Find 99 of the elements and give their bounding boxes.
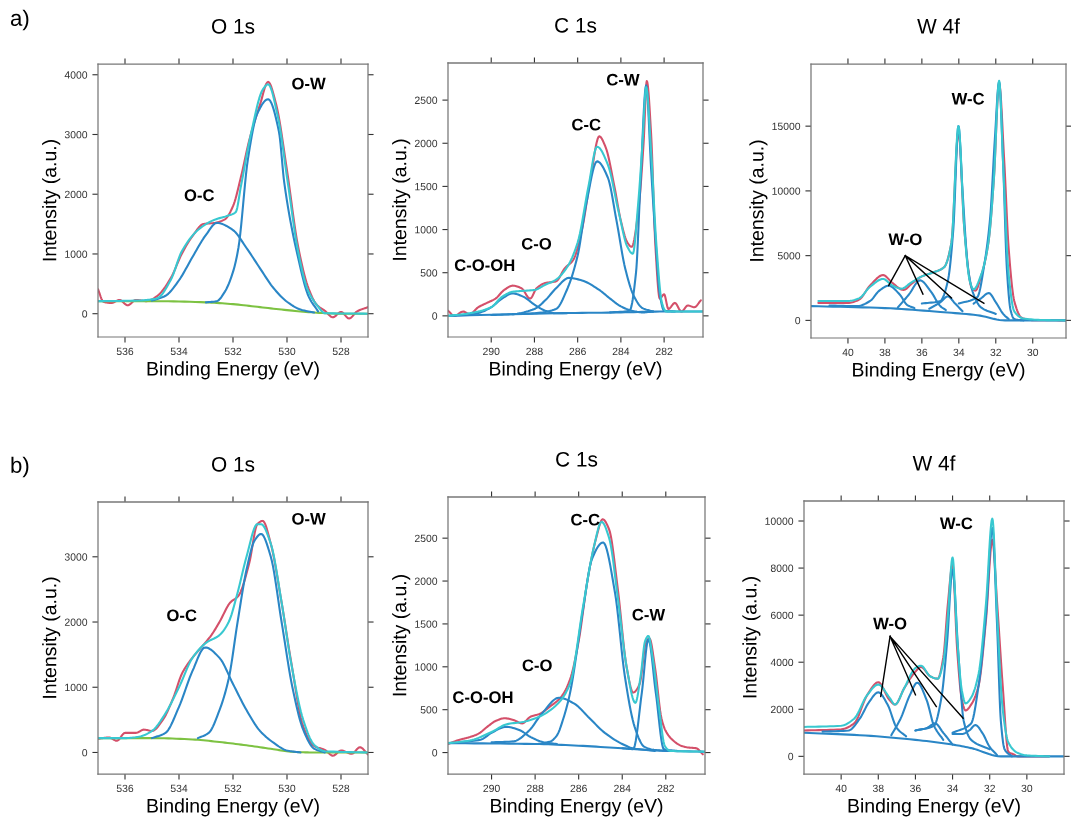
- annotation: O-W: [292, 77, 326, 90]
- x-tick-label: 30: [1027, 348, 1039, 357]
- chart-title: C 1s: [555, 17, 597, 33]
- x-tick-label: 36: [910, 784, 921, 793]
- y-tick-label: 3000: [64, 130, 88, 139]
- chart-title: O 1s: [211, 18, 255, 34]
- y-tick-label: 0: [82, 310, 88, 318]
- annotation: W-O: [888, 233, 922, 246]
- x-axis-title: Binding Energy (eV): [490, 361, 662, 380]
- x-tick-label: 288: [526, 347, 543, 356]
- annotation: C-C: [572, 118, 601, 131]
- y-tick-label: 2500: [414, 534, 438, 543]
- chart-title: C 1s: [556, 451, 598, 467]
- y-tick-label: 8000: [770, 564, 794, 572]
- x-tick-label: 528: [332, 347, 350, 356]
- y-axis-title: Intensity (a.u.): [392, 575, 411, 696]
- x-tick-label: 528: [332, 784, 350, 793]
- x-tick-label: 288: [526, 784, 544, 793]
- x-axis-title: Binding Energy (eV): [491, 798, 663, 817]
- x-tick-label: 284: [614, 784, 631, 793]
- y-axis-title: Intensity (a.u.): [42, 140, 61, 261]
- x-tick-label: 534: [170, 347, 188, 356]
- y-tick-label: 0: [795, 316, 801, 325]
- y-tick-label: 0: [432, 749, 438, 757]
- y-tick-label: 6000: [770, 611, 794, 620]
- annotation: C-O: [522, 659, 552, 672]
- y-tick-label: 500: [420, 706, 438, 714]
- annotation: O-W: [292, 512, 326, 525]
- annotation: W-O: [873, 617, 907, 630]
- x-axis-title: Binding Energy (eV): [848, 798, 1020, 817]
- x-tick-label: 530: [278, 347, 296, 356]
- y-tick-label: 2000: [414, 139, 438, 148]
- y-tick-label: 1000: [415, 663, 438, 671]
- x-tick-label: 34: [953, 348, 965, 357]
- x-tick-label: 536: [116, 347, 134, 356]
- chart-title: W 4f: [912, 455, 956, 471]
- text: b): [11, 456, 29, 478]
- y-tick-label: 2000: [64, 190, 88, 199]
- annotation: C-O-OH: [453, 691, 513, 704]
- x-axis-title: Binding Energy (eV): [147, 361, 319, 380]
- y-tick-label: 2000: [414, 577, 438, 585]
- y-tick-label: 2000: [770, 705, 794, 714]
- chart-title: O 1s: [211, 456, 255, 472]
- chart-title: W 4f: [917, 18, 960, 34]
- x-tick-label: 38: [872, 784, 884, 793]
- y-axis-title: Intensity (a.u.): [749, 140, 768, 261]
- y-tick-label: 0: [788, 752, 794, 761]
- x-tick-label: 30: [1021, 784, 1033, 793]
- annotation: O-C: [184, 189, 215, 202]
- text: a): [10, 9, 29, 31]
- x-tick-label: 282: [655, 347, 673, 356]
- x-tick-label: 34: [947, 784, 959, 793]
- annotation: C-W: [606, 73, 640, 86]
- y-tick-label: 10000: [772, 187, 801, 195]
- x-axis-title: Binding Energy (eV): [147, 798, 319, 817]
- y-tick-label: 1000: [415, 226, 438, 234]
- annotation: C-O: [521, 237, 552, 250]
- annotation: C-W: [632, 608, 666, 621]
- x-tick-label: 530: [278, 784, 296, 793]
- x-tick-label: 286: [569, 347, 586, 356]
- y-tick-label: 1500: [415, 182, 438, 191]
- y-tick-label: 10000: [765, 517, 794, 525]
- y-tick-label: 5000: [777, 252, 801, 260]
- y-axis-title: Intensity (a.u.): [392, 139, 411, 260]
- y-axis-title: Intensity (a.u.): [742, 577, 761, 698]
- y-tick-label: 2000: [64, 618, 88, 626]
- y-tick-label: 3000: [64, 553, 88, 561]
- x-tick-label: 38: [879, 348, 891, 357]
- y-tick-label: 1500: [415, 620, 438, 628]
- y-tick-label: 1000: [65, 250, 88, 258]
- y-tick-label: 0: [432, 312, 438, 320]
- annotation: C-O-OH: [454, 259, 515, 272]
- x-axis-title: Binding Energy (eV): [853, 362, 1025, 381]
- y-tick-label: 4000: [64, 71, 88, 79]
- annotation: O-C: [167, 609, 197, 622]
- x-tick-label: 40: [842, 348, 854, 357]
- x-tick-label: 32: [984, 784, 995, 793]
- y-axis-title: Intensity (a.u.): [42, 577, 61, 698]
- x-tick-label: 40: [835, 784, 847, 793]
- x-tick-label: 290: [483, 784, 500, 793]
- annotation: W-C: [951, 92, 985, 105]
- x-tick-label: 536: [116, 784, 134, 793]
- x-tick-label: 290: [483, 347, 500, 356]
- y-tick-label: 4000: [770, 658, 794, 667]
- y-tick-label: 2500: [414, 96, 438, 104]
- x-tick-label: 532: [224, 347, 242, 356]
- x-tick-label: 284: [612, 347, 630, 356]
- y-tick-label: 15000: [772, 122, 801, 131]
- y-tick-label: 500: [420, 269, 438, 277]
- x-tick-label: 36: [916, 348, 928, 357]
- x-tick-label: 534: [170, 784, 188, 793]
- annotation: C-C: [571, 513, 600, 526]
- y-tick-label: 0: [82, 748, 88, 757]
- x-tick-label: 32: [990, 348, 1002, 357]
- x-tick-label: 532: [224, 784, 242, 793]
- x-tick-label: 282: [657, 784, 674, 793]
- y-tick-label: 1000: [65, 683, 88, 692]
- annotation: W-C: [939, 517, 973, 530]
- x-tick-label: 286: [570, 784, 587, 793]
